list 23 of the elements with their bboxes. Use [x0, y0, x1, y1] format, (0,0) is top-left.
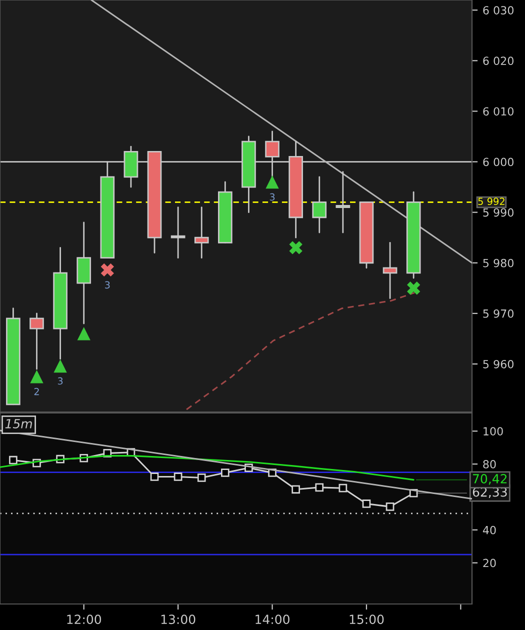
annotation: 3 — [58, 377, 63, 385]
x-tick-label: 13:00 — [161, 614, 196, 624]
annotation: 3 — [105, 281, 110, 289]
x-tick-label: 15:00 — [350, 614, 384, 624]
annotation: 15m — [5, 419, 32, 428]
annotation: 2 — [34, 388, 39, 396]
ref-line-label: 5 992 — [478, 198, 504, 206]
y-tick-label: 6 030 — [483, 6, 514, 14]
y-tick-label: 40 — [482, 526, 496, 534]
y-tick-label: 5 960 — [483, 360, 514, 368]
y-tick-label: 80 — [483, 460, 496, 468]
y-tick-label: 20 — [483, 558, 496, 568]
data-label: 70,42 — [473, 474, 507, 485]
x-tick-label: 14:00 — [256, 614, 290, 624]
y-tick-label: 5 980 — [483, 258, 514, 268]
y-tick-label: 6 010 — [483, 107, 514, 116]
y-tick-label: 100 — [484, 427, 503, 436]
annotation: 3 — [270, 193, 275, 201]
y-tick-label: 5 990 — [483, 208, 514, 217]
y-tick-label: 6 020 — [483, 56, 514, 66]
x-tick-label: 12:00 — [67, 614, 102, 624]
y-tick-label: 5 970 — [483, 309, 514, 318]
y-tick-label: 6 000 — [483, 158, 514, 166]
